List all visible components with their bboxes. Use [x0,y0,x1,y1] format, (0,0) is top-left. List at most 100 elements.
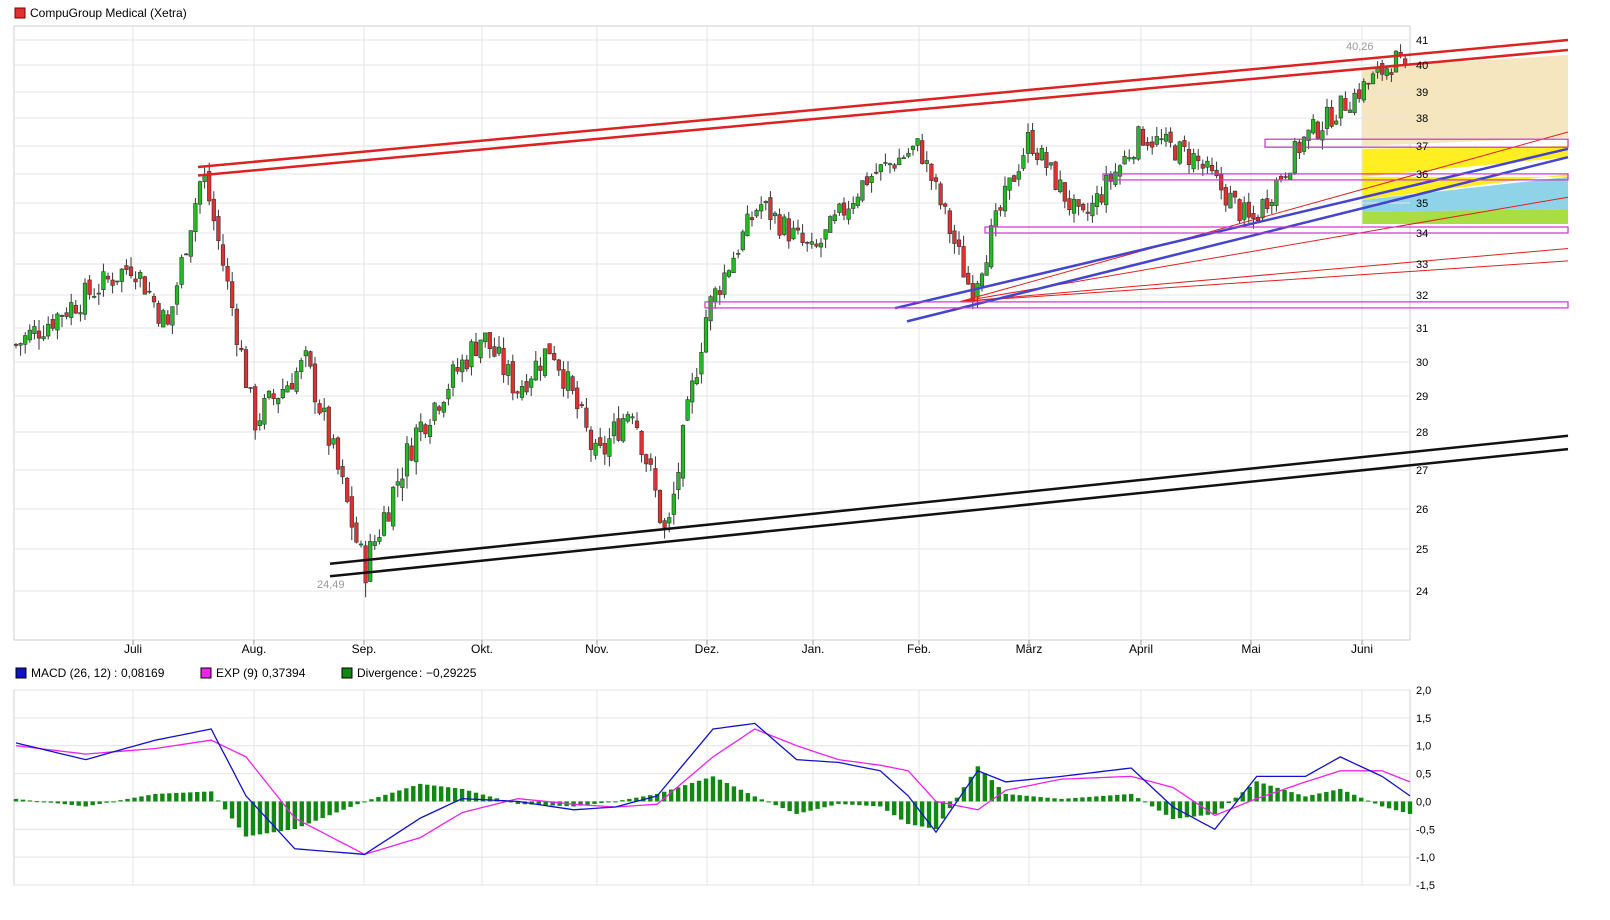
legend-value-exp: 0,37394 [262,666,306,680]
divergence-bar [682,785,688,802]
support-line-lower [329,447,1569,578]
candle-body [432,402,437,421]
candle-body [87,279,92,295]
candle-body [915,138,920,146]
candle-body [317,403,322,414]
divergence-bar [961,787,967,802]
divergence-bar [118,800,123,802]
candle-body [529,378,534,388]
divergence-bar [257,801,263,835]
divergence-bar [1303,796,1308,802]
divergence-bar [982,773,988,802]
candle-body [64,312,69,317]
candle-body [170,306,175,326]
candle-body [883,162,888,164]
price-x-tick-label: Nov. [585,642,609,656]
candle-body [818,242,824,248]
divergence-bar [975,766,981,802]
divergence-bar [362,801,367,803]
divergence-bar [418,783,423,802]
divergence-bar [1059,798,1064,802]
candle-body [671,493,676,515]
candle-body [1370,73,1376,85]
divergence-bar [641,796,646,802]
divergence-bar [912,801,918,826]
candle-body [1306,129,1311,141]
candle-body [1131,157,1136,160]
candle-body [197,181,203,205]
candle-body [703,317,709,353]
price-x-tick-label: Mai [1241,642,1260,656]
candle-body [276,398,281,405]
divergence-bar [773,801,778,806]
price-overlays [197,38,1569,578]
candle-body [386,512,391,522]
divergence-bar [55,801,61,804]
candle-body [1113,171,1118,185]
candle-body [1163,133,1169,142]
legend-swatch-exp [200,667,212,679]
macd-y-tick-label: 0,0 [1416,796,1431,808]
candle-body [625,414,630,422]
price-x-tick-label: März [1016,642,1043,656]
legend-swatch-macd [15,667,27,679]
divergence-bar [411,786,416,802]
candle-body [901,157,906,159]
candle-body [630,416,635,419]
price-y-ticks: 24 25 26 27 28 29 30 31 32 33 34 35 36 37 38 39 40 41 [1416,35,1428,598]
divergence-bar [160,793,165,802]
zone-yellow-upper [1362,146,1568,177]
price-y-tick-label: 35 [1416,198,1428,210]
candle-body [579,404,584,407]
divergence-bar [27,800,33,802]
candle-body [101,271,106,291]
candle-body [280,388,285,399]
divergence-bar [341,801,346,810]
price-y-tick-label: 40 [1416,60,1428,72]
candle-body [492,346,497,357]
candle-body [234,308,239,345]
candle-body [404,443,410,477]
candle-body [929,163,934,181]
divergence-bar [578,801,583,806]
divergence-bar [1198,801,1204,816]
candle-body [446,388,451,400]
divergence-bar [550,801,555,806]
divergence-bar [850,801,855,805]
divergence-bar [996,787,1001,802]
candle-body [184,253,189,256]
candle-body [289,383,295,390]
divergence-bar [822,801,827,808]
divergence-bar [201,791,207,802]
divergence-bar [675,787,681,802]
divergence-bar [1393,801,1399,811]
zone-green [1362,209,1568,224]
divergence-bar [717,779,723,802]
candle-body [791,227,796,240]
divergence-bar [1149,801,1155,807]
candle-body [736,253,741,255]
divergence-bar [1101,795,1106,802]
divergence-bar [689,782,695,802]
divergence-bar [195,792,200,802]
divergence-bar [1122,794,1127,802]
candle-body [174,285,180,305]
channel-line-lower [197,48,1569,177]
candle-body [1347,109,1353,113]
level-box-3 [1102,173,1569,181]
macd-y-tick-label: 1,0 [1416,741,1431,753]
candle-body [253,386,258,431]
divergence-bar [703,778,709,802]
divergence-bar [1219,801,1225,809]
candle-body [1168,131,1173,143]
divergence-bar [13,798,19,802]
zone-upper [1362,55,1568,146]
candle-body [740,231,745,251]
divergence-bar [473,792,479,802]
candle-body [239,347,244,351]
candle-body [294,371,299,392]
divergence-bar [376,797,381,802]
candle-body [851,202,856,209]
price-x-tick-label: Juli [124,642,142,656]
candle-body [837,203,842,213]
